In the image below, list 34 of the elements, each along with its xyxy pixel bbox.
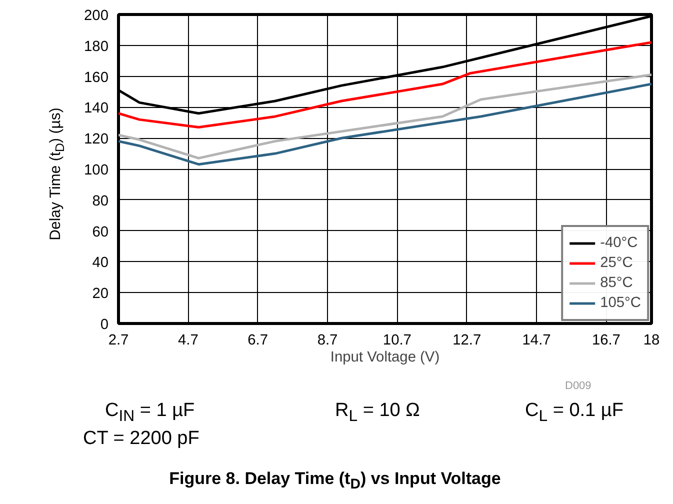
text: Figure 8. Delay Time (t$_{D}$) vs Input Voltage bbox=[168, 468, 502, 494]
y-tick-label: 0 bbox=[100, 317, 109, 333]
y-tick-label: 120 bbox=[84, 132, 109, 148]
line-series bbox=[118, 82, 652, 166]
y-tick-label: 20 bbox=[92, 286, 109, 302]
y-tick-label: 80 bbox=[92, 193, 109, 210]
legend-label: 85°C bbox=[600, 275, 633, 291]
x-tick-label: 8.7 bbox=[317, 332, 338, 348]
legend-label: -40°C bbox=[600, 235, 638, 251]
y-tick-label: 60 bbox=[92, 224, 109, 240]
x-tick-label: 16.7 bbox=[592, 332, 620, 348]
x-tick-label: 12.7 bbox=[452, 332, 482, 348]
y-tick-label: 140 bbox=[84, 100, 109, 117]
text: R$_{L}$ = 10 Ω bbox=[335, 399, 420, 427]
text: C$_{IN}$ = 1 µF bbox=[105, 399, 195, 427]
y-tick-label: 40 bbox=[92, 255, 109, 272]
line-series bbox=[118, 74, 652, 160]
y-tick-label: 180 bbox=[84, 38, 109, 55]
x-tick-label: 2.7 bbox=[108, 332, 129, 348]
text: CT = 2200 pF bbox=[83, 427, 200, 451]
x-tick-label: 14.7 bbox=[522, 332, 551, 348]
y-tick-label: 100 bbox=[84, 162, 109, 178]
x-tick-label: 6.7 bbox=[248, 332, 268, 348]
x-axis-title: Input Voltage (V) bbox=[330, 350, 440, 366]
legend-label: 25°C bbox=[600, 255, 633, 271]
x-tick-label: 4.7 bbox=[178, 332, 198, 348]
y-tick-label: 160 bbox=[84, 70, 109, 86]
text: C$_{L}$ = 0.1 µF bbox=[525, 399, 624, 427]
text: D009 bbox=[565, 379, 592, 394]
legend-label: 105°C bbox=[600, 295, 641, 311]
x-tick-label: 10.7 bbox=[382, 332, 412, 348]
x-tick-label: 18 bbox=[643, 332, 660, 348]
line-series bbox=[118, 41, 652, 129]
y-tick-label: 200 bbox=[84, 8, 109, 24]
